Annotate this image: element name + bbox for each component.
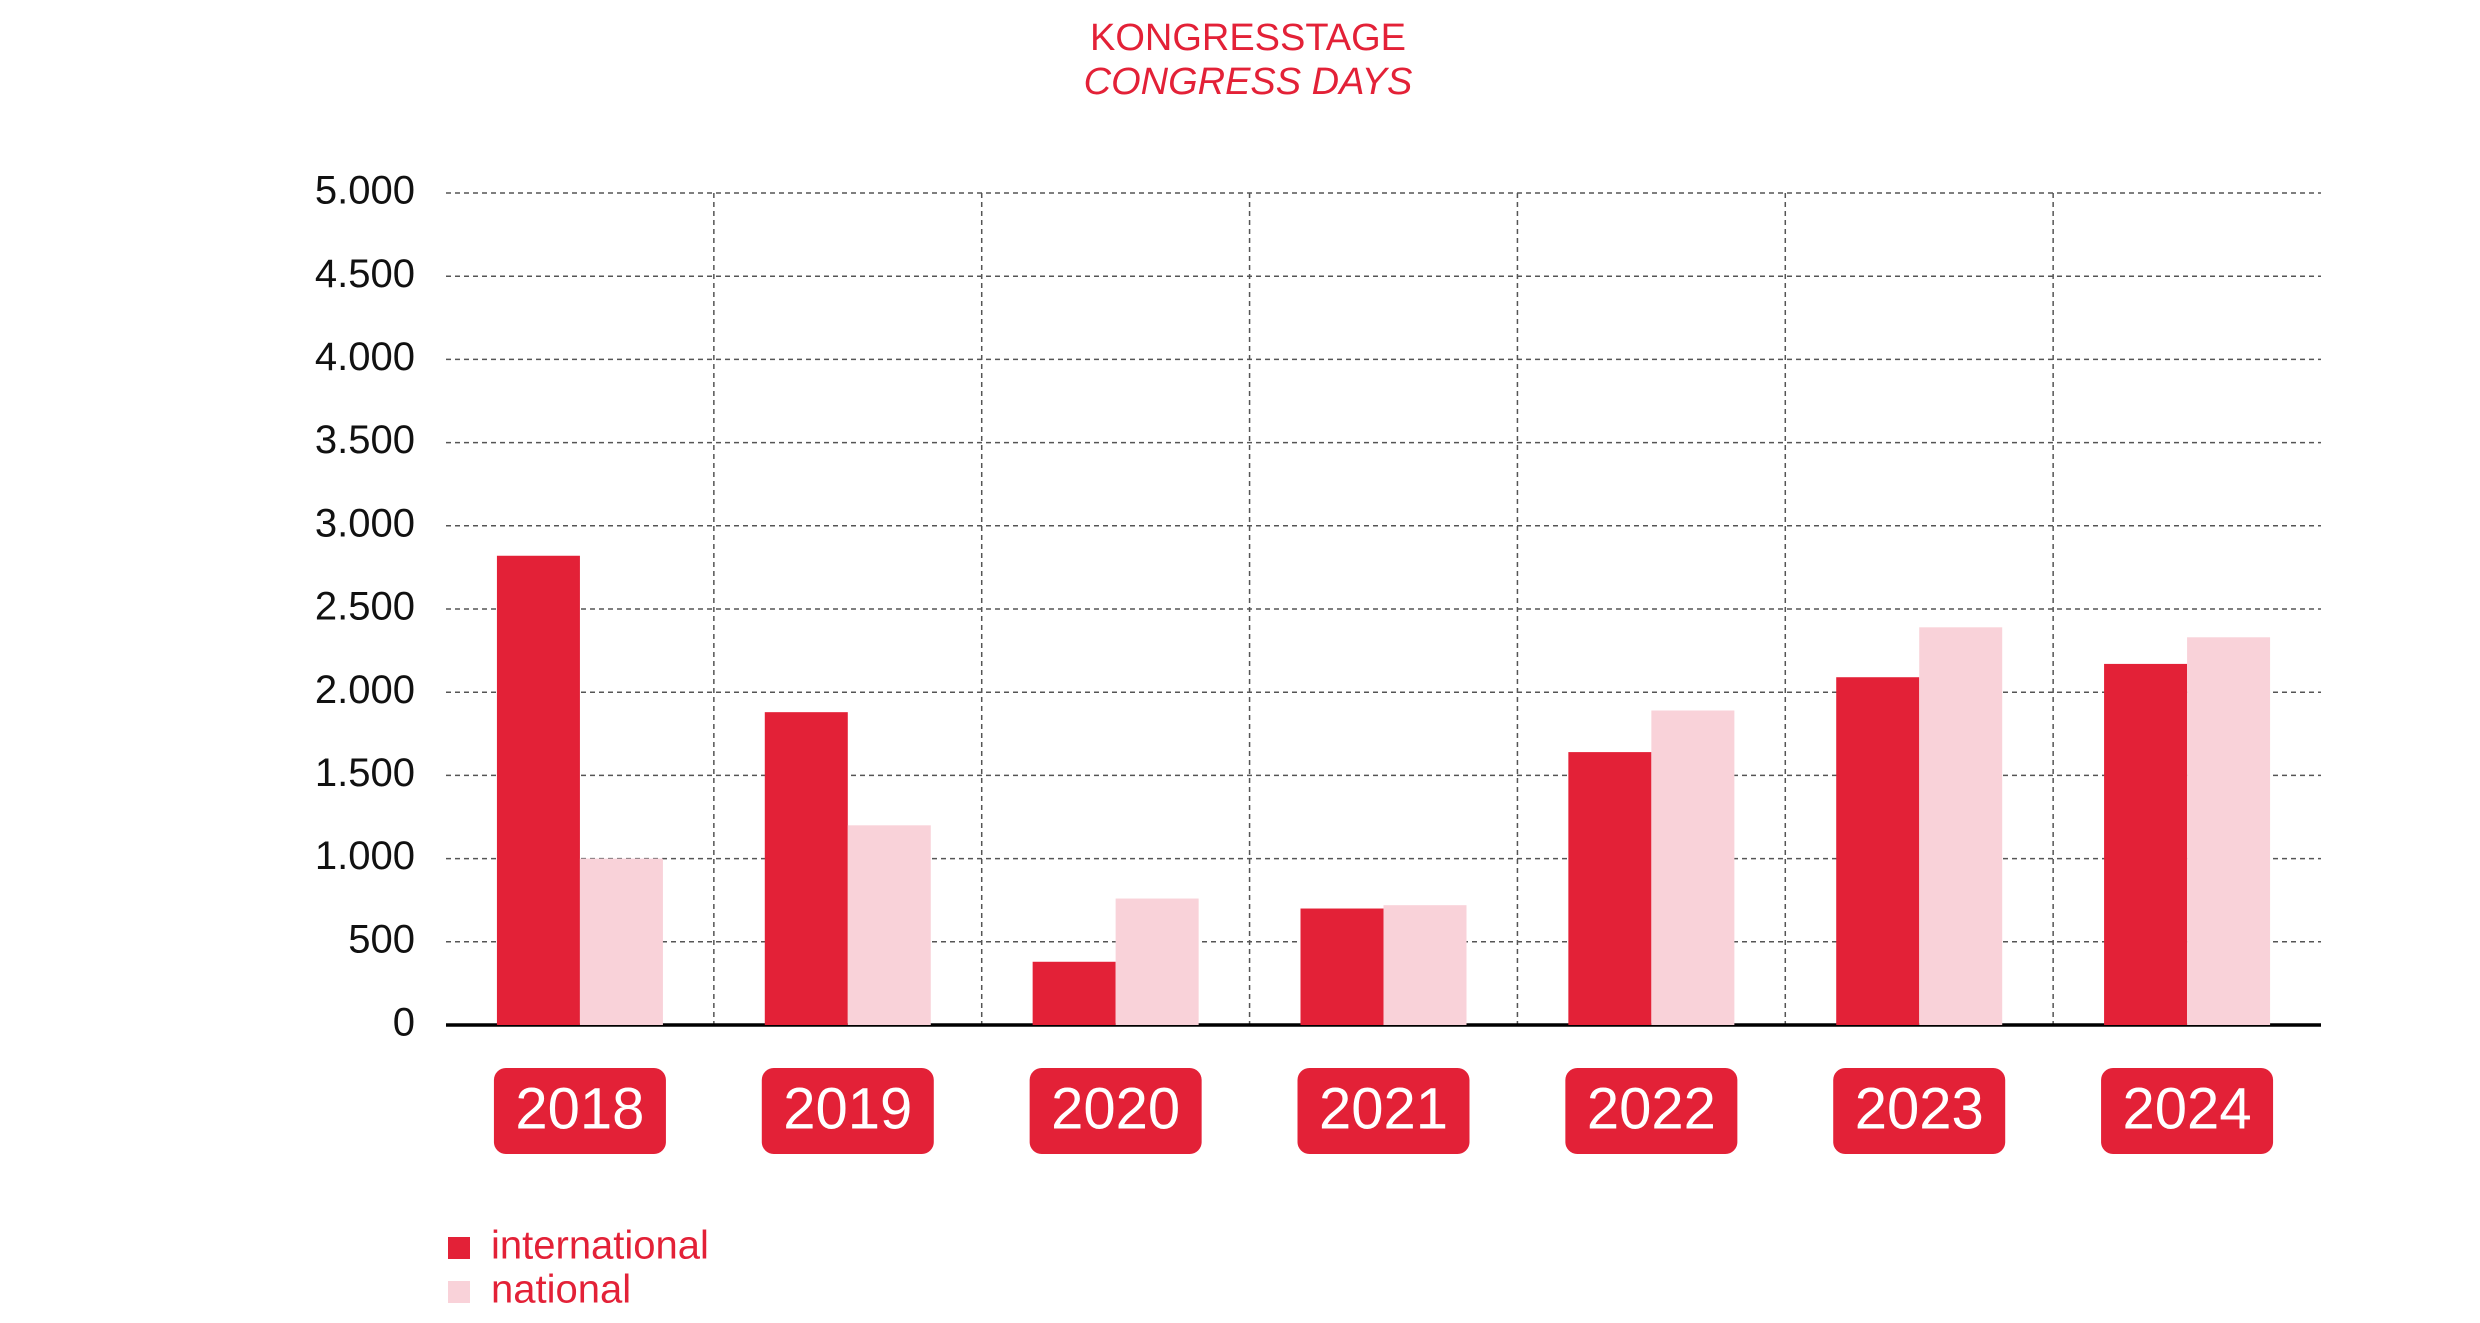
- bar: [1115, 898, 1199, 1025]
- x-tick-label: 2018: [515, 1076, 644, 1141]
- category-badge: [761, 1068, 934, 1154]
- chart-title: KONGRESSTAGE: [1090, 17, 1406, 59]
- category-badge: [1297, 1068, 1470, 1154]
- bar: [1919, 627, 2003, 1025]
- category-badge: [2101, 1068, 2274, 1154]
- y-tick-label: 4.500: [315, 252, 415, 296]
- bar: [764, 712, 848, 1025]
- y-tick-label: 500: [348, 917, 415, 961]
- bar: [2104, 663, 2188, 1025]
- category-badge: [493, 1068, 666, 1154]
- category-badge: [1833, 1068, 2006, 1154]
- x-tick-label: 2023: [1855, 1076, 1984, 1141]
- y-tick-label: 0: [393, 1001, 415, 1045]
- legend-swatch: [448, 1237, 470, 1259]
- x-tick-label: 2019: [783, 1076, 912, 1141]
- y-tick-label: 2.500: [315, 585, 415, 629]
- y-tick-label: 5.000: [315, 169, 415, 213]
- bar: [1568, 752, 1652, 1025]
- legend-swatch: [448, 1281, 470, 1303]
- category-badge: [1029, 1068, 1202, 1154]
- y-tick-label: 1.000: [315, 834, 415, 878]
- y-tick-label: 4.000: [315, 335, 415, 379]
- x-tick-label: 2024: [2123, 1076, 2252, 1141]
- bar: [1836, 677, 1920, 1025]
- bar: [1383, 905, 1467, 1025]
- y-tick-label: 2.000: [315, 668, 415, 712]
- x-tick-label: 2020: [1051, 1076, 1180, 1141]
- bar: [496, 555, 580, 1025]
- y-tick-label: 1.500: [315, 751, 415, 795]
- bar: [1300, 908, 1384, 1025]
- x-tick-label: 2022: [1587, 1076, 1716, 1141]
- chart-subtitle: CONGRESS DAYS: [1084, 61, 1413, 103]
- x-tick-label: 2021: [1319, 1076, 1448, 1141]
- bar: [1651, 710, 1735, 1025]
- y-tick-label: 3.500: [315, 418, 415, 462]
- bar: [1032, 961, 1116, 1025]
- y-tick-label: 3.000: [315, 501, 415, 545]
- bar: [2187, 637, 2271, 1025]
- bar: [579, 858, 663, 1025]
- legend-label: national: [491, 1268, 631, 1312]
- category-badge: [1565, 1068, 1738, 1154]
- legend-label: international: [491, 1224, 709, 1268]
- bar: [847, 825, 931, 1025]
